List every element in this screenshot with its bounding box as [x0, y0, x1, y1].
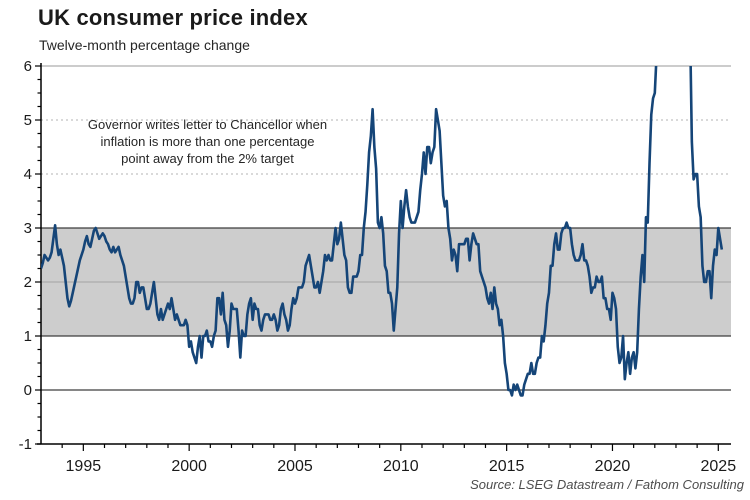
x-tick-label-1995: 1995 [66, 458, 102, 475]
cpi-line [41, 66, 724, 397]
y-tick-label-3: 3 [24, 220, 32, 237]
y-tick-label-5: 5 [24, 112, 32, 129]
source-credit: Source: LSEG Datastream / Fathom Consult… [470, 477, 744, 492]
x-tick-label-2005: 2005 [277, 458, 313, 475]
y-tick-label--1: -1 [19, 436, 32, 453]
y-tick-label-2: 2 [24, 274, 32, 291]
x-tick-label-2000: 2000 [171, 458, 207, 475]
x-tick-label-2010: 2010 [383, 458, 419, 475]
annotation-line-3: point away from the 2% target [121, 151, 294, 166]
target-band-annotation: Governor writes letter to Chancellor whe… [40, 116, 375, 167]
annotation-line-1: Governor writes letter to Chancellor whe… [87, 117, 328, 132]
chart-subtitle: Twelve-month percentage change [39, 37, 250, 53]
y-tick-label-4: 4 [24, 166, 32, 183]
y-tick-label-0: 0 [24, 382, 32, 399]
x-tick-label-2015: 2015 [489, 458, 525, 475]
x-tick-label-2020: 2020 [595, 458, 631, 475]
y-tick-label-6: 6 [24, 58, 32, 75]
annotation-line-2: inflation is more than one percentage [100, 134, 315, 149]
y-tick-label-1: 1 [24, 328, 32, 345]
x-tick-label-2025: 2025 [701, 458, 737, 475]
chart-title: UK consumer price index [38, 5, 308, 30]
